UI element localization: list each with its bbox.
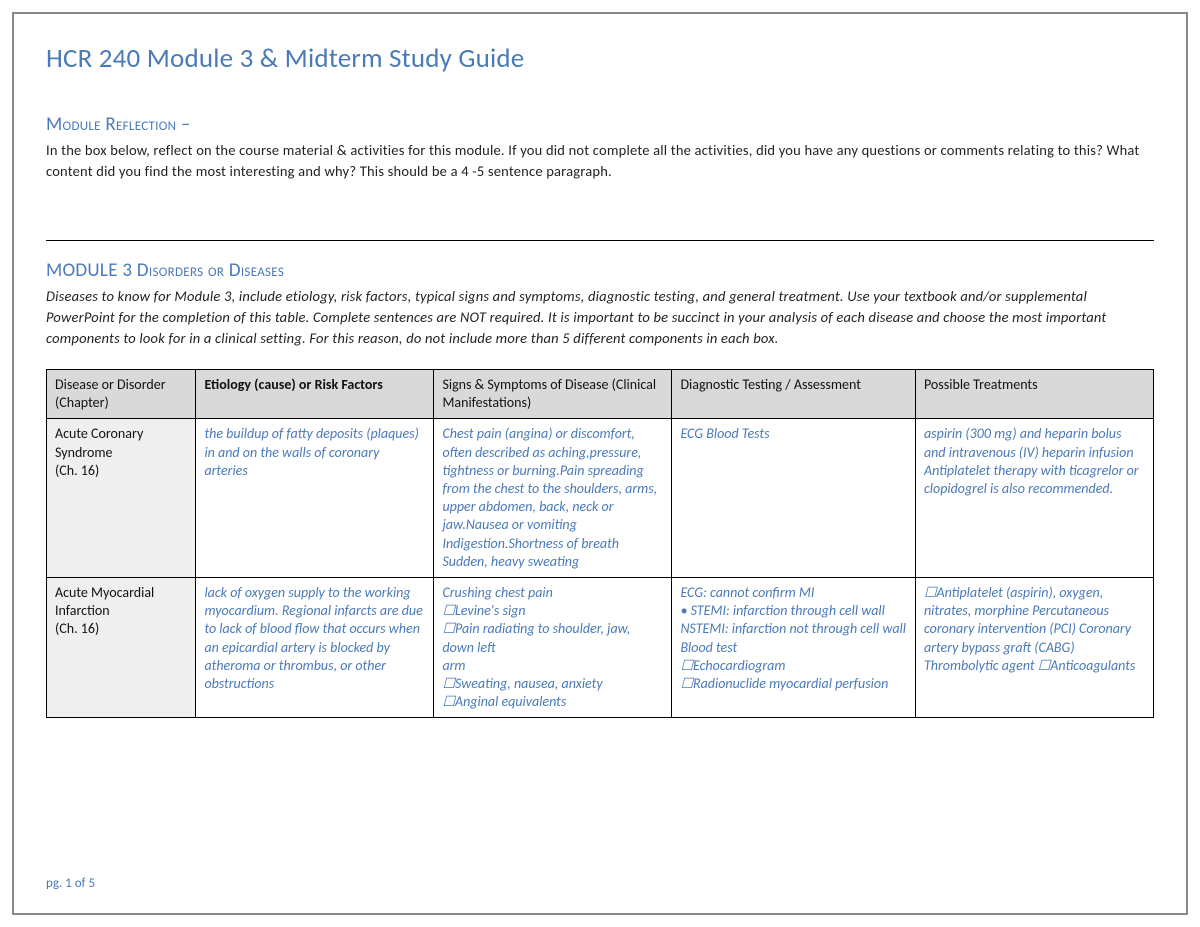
- section-divider: [46, 240, 1154, 241]
- reflection-heading: Module Reflection –: [46, 113, 1154, 136]
- cell-etiology: lack of oxygen supply to the working myo…: [196, 577, 434, 717]
- cell-etiology: the buildup of fatty deposits (plaques) …: [196, 419, 434, 578]
- table-header-signs: Signs & Symptoms of Disease (Clinical Ma…: [434, 370, 672, 419]
- table-header-row: Disease or Disorder (Chapter) Etiology (…: [47, 370, 1154, 419]
- disorders-body: Diseases to know for Module 3, include e…: [46, 286, 1154, 349]
- page-border: HCR 240 Module 3 & Midterm Study Guide M…: [12, 12, 1188, 915]
- cell-treatment: aspirin (300 mg) and heparin bolus and i…: [915, 419, 1153, 578]
- cell-diagnostic: ECG Blood Tests: [672, 419, 916, 578]
- table-row: Acute Coronary Syndrome(Ch. 16) the buil…: [47, 419, 1154, 578]
- disorders-heading: MODULE 3 Disorders or Diseases: [46, 259, 1154, 282]
- table-header-etiology: Etiology (cause) or Risk Factors: [196, 370, 434, 419]
- cell-signs: Chest pain (angina) or discomfort, often…: [434, 419, 672, 578]
- table-row: Acute Myocardial Infarction(Ch. 16) lack…: [47, 577, 1154, 717]
- document-title: HCR 240 Module 3 & Midterm Study Guide: [46, 42, 1154, 75]
- page-footer: pg. 1 of 5: [46, 876, 95, 891]
- disease-table: Disease or Disorder (Chapter) Etiology (…: [46, 369, 1154, 718]
- cell-diagnostic: ECG: cannot confirm MI• STEMI: infarctio…: [672, 577, 916, 717]
- cell-signs: Crushing chest pain☐Levine's sign☐Pain r…: [434, 577, 672, 717]
- cell-treatment: ☐Antiplatelet (aspirin), oxygen, nitrate…: [915, 577, 1153, 717]
- row-label: Acute Coronary Syndrome(Ch. 16): [47, 419, 196, 578]
- table-header-diagnostic: Diagnostic Testing / Assessment: [672, 370, 916, 419]
- reflection-body: In the box below, reflect on the course …: [46, 140, 1154, 182]
- table-header-disease: Disease or Disorder (Chapter): [47, 370, 196, 419]
- table-header-treatment: Possible Treatments: [915, 370, 1153, 419]
- row-label: Acute Myocardial Infarction(Ch. 16): [47, 577, 196, 717]
